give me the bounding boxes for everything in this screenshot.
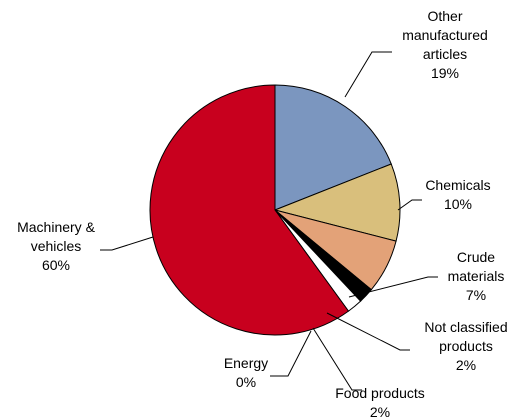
leader-line-not-classified-products	[326, 312, 410, 351]
slice-label-food-products: Food products 2%	[335, 385, 425, 419]
slice-percent-machinery-vehicles: 60%	[42, 257, 70, 273]
slice-name-line: Not classified	[424, 319, 507, 335]
slice-name-line: materials	[448, 268, 505, 284]
slice-name-line: Crude	[457, 249, 495, 265]
leader-line-food-products	[312, 327, 362, 391]
pie-slice-chemicals	[273, 163, 401, 242]
slice-percent-food-products: 2%	[370, 404, 390, 419]
slice-label-crude-materials: Crude materials 7%	[448, 249, 505, 303]
slice-name-line: vehicles	[31, 238, 82, 254]
pie-slice-machinery-vehicles	[149, 84, 350, 336]
slice-label-energy: Energy 0%	[224, 355, 268, 390]
slice-name-line: Energy	[224, 355, 268, 371]
pie-slice-other-manufactured-articles	[274, 84, 392, 211]
slice-label-machinery-vehicles: Machinery & vehicles 60%	[17, 219, 95, 273]
slice-name-line: articles	[423, 46, 467, 62]
leader-lines	[100, 51, 438, 391]
slice-name-line: Food products	[335, 385, 425, 401]
slice-name-line: Machinery &	[17, 219, 95, 235]
slice-name-line: Other	[427, 8, 462, 24]
slice-name-line: products	[439, 338, 493, 354]
leader-line-energy	[270, 330, 312, 377]
slice-percent-not-classified-products: 2%	[456, 357, 476, 373]
slice-name-line: manufactured	[402, 27, 488, 43]
leader-line-machinery-vehicles	[100, 236, 154, 251]
leader-line-other-manufactured-articles	[344, 51, 392, 98]
leader-line-chemicals	[397, 199, 422, 211]
slice-name-line: Chemicals	[425, 177, 490, 193]
slice-labels: Other manufactured articles 19% Chemicals 10%…	[17, 8, 508, 419]
pie-slices	[149, 84, 401, 336]
slice-label-other-manufactured-articles: Other manufactured articles 19%	[402, 8, 488, 81]
slice-percent-crude-materials: 7%	[466, 287, 486, 303]
slice-percent-other-manufactured-articles: 19%	[431, 65, 459, 81]
slice-percent-chemicals: 10%	[444, 196, 472, 212]
leader-line-crude-materials	[348, 276, 438, 298]
slice-percent-energy: 0%	[236, 374, 256, 390]
slice-label-not-classified-products: Not classified products 2%	[424, 319, 507, 373]
slice-label-chemicals: Chemicals 10%	[425, 177, 490, 212]
